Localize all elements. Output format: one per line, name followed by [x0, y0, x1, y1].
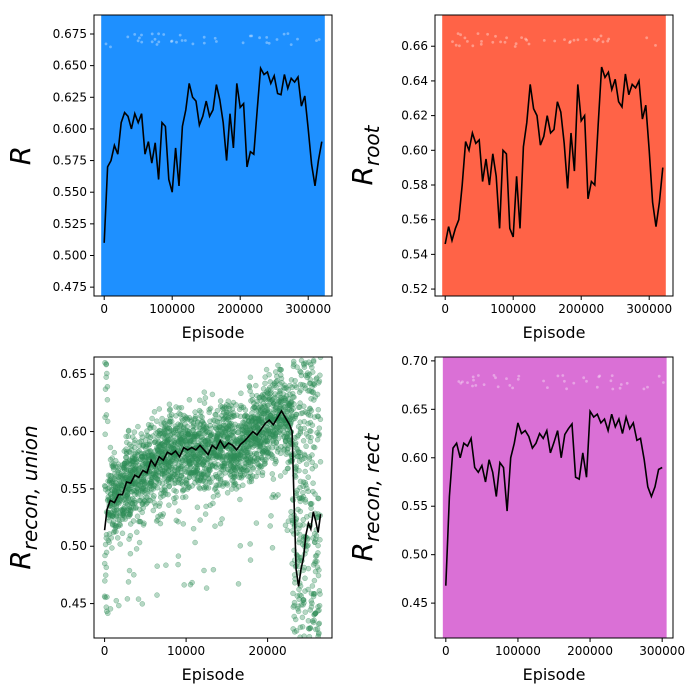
y-tick-label: 0.45 [60, 597, 87, 611]
x-axis-label: Episode [182, 323, 245, 342]
x-tick-label: 100000 [490, 302, 536, 316]
y-tick-label: 0.575 [53, 154, 87, 168]
plot-area [101, 357, 324, 638]
x-tick-label: 300000 [285, 302, 331, 316]
y-tick-label: 0.500 [53, 248, 87, 262]
y-tick-label: 0.58 [401, 178, 428, 192]
y-tick-label: 0.50 [60, 539, 87, 553]
x-tick-label: 300000 [639, 644, 685, 658]
scatter-points [101, 357, 324, 638]
x-tick-label: 10000 [167, 644, 205, 658]
y-tick-label: 0.525 [53, 217, 87, 231]
x-tick-label: 0 [100, 302, 108, 316]
x-tick-label: 20000 [249, 644, 287, 658]
mean-line [103, 409, 322, 587]
scatter-points [101, 15, 325, 296]
y-axis-label: Rrecon, union [4, 425, 42, 569]
y-tick-label: 0.52 [401, 282, 428, 296]
axes-frame [434, 356, 674, 639]
x-axis-label: Episode [182, 665, 245, 684]
y-axis-label: Rrecon, rect [346, 432, 384, 561]
axes-frame [93, 356, 333, 639]
x-tick-label: 200000 [567, 644, 613, 658]
y-axis-label: Rroot [346, 124, 384, 185]
plot-area [442, 357, 667, 638]
x-tick-label: 100000 [149, 302, 195, 316]
scatter-edge-points [451, 32, 657, 48]
x-axis-label: Episode [523, 323, 586, 342]
scatter-points [442, 15, 666, 296]
y-tick-label: 0.70 [401, 354, 428, 368]
y-tick-label: 0.650 [53, 59, 87, 73]
x-tick-label: 200000 [558, 302, 604, 316]
y-tick-label: 0.62 [401, 109, 428, 123]
y-tick-label: 0.55 [60, 482, 87, 496]
x-tick-label: 300000 [626, 302, 672, 316]
plot-area [101, 15, 325, 296]
x-tick-label: 0 [441, 302, 449, 316]
y-tick-label: 0.600 [53, 122, 87, 136]
y-tick-label: 0.66 [401, 39, 428, 53]
scatter-points [442, 357, 667, 638]
y-tick-label: 0.54 [401, 247, 428, 261]
mean-line [444, 66, 664, 245]
y-axis-label: R [4, 146, 37, 165]
x-tick-label: 200000 [217, 302, 263, 316]
y-tick-label: 0.65 [60, 367, 87, 381]
chart-panel-1: 0 100000 200000 300000 0.475 0.500 0.525 0.550 0… [4, 14, 333, 342]
y-tick-label: 0.64 [401, 74, 428, 88]
mean-line [445, 408, 663, 586]
y-tick-label: 0.60 [401, 451, 428, 465]
y-tick-label: 0.50 [401, 548, 428, 562]
plot-area [442, 15, 666, 296]
chart-panel-2: 0 100000 200000 300000 0.52 0.54 0.56 0.58 0.60 0… [346, 14, 674, 342]
scatter-edge-points [104, 32, 321, 49]
y-tick-label: 0.45 [401, 596, 428, 610]
x-axis-label: Episode [523, 665, 586, 684]
y-tick-label: 0.65 [401, 402, 428, 416]
y-tick-label: 0.55 [401, 499, 428, 513]
y-tick-label: 0.475 [53, 280, 87, 294]
y-tick-label: 0.60 [60, 425, 87, 439]
axes-frame [93, 14, 333, 297]
y-tick-label: 0.60 [401, 143, 428, 157]
y-tick-label: 0.625 [53, 90, 87, 104]
chart-panel-4: 0 100000 200000 300000 0.45 0.50 0.55 0.60 0.65 0… [346, 354, 685, 684]
chart-panel-3: 0 10000 20000 0.45 0.50 0.55 0.60 0.65 Episode Rr… [4, 356, 333, 684]
x-tick-label: 100000 [495, 644, 541, 658]
y-tick-label: 0.675 [53, 27, 87, 41]
x-tick-label: 0 [442, 644, 450, 658]
mean-line [103, 65, 323, 243]
y-tick-label: 0.56 [401, 213, 428, 227]
x-tick-label: 0 [101, 644, 109, 658]
scatter-edge-points [457, 374, 665, 391]
y-tick-label: 0.550 [53, 185, 87, 199]
axes-frame [434, 14, 674, 297]
